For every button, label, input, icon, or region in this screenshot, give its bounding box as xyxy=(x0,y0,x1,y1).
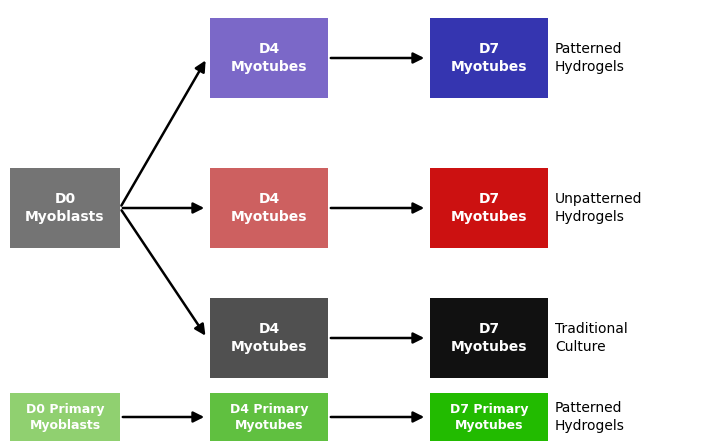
FancyBboxPatch shape xyxy=(210,393,328,441)
FancyBboxPatch shape xyxy=(430,393,548,441)
FancyBboxPatch shape xyxy=(10,393,120,441)
Text: D4
Myotubes: D4 Myotubes xyxy=(230,192,307,224)
Text: D4 Primary
Myotubes: D4 Primary Myotubes xyxy=(230,403,308,432)
Text: Patterned
Hydrogels: Patterned Hydrogels xyxy=(555,42,625,74)
Text: Traditional
Culture: Traditional Culture xyxy=(555,322,627,354)
Text: D7 Primary
Myotubes: D7 Primary Myotubes xyxy=(450,403,528,432)
FancyBboxPatch shape xyxy=(210,18,328,98)
Text: Unpatterned
Hydrogels: Unpatterned Hydrogels xyxy=(555,192,642,224)
Text: D0 Primary
Myoblasts: D0 Primary Myoblasts xyxy=(26,403,104,432)
Text: D7
Myotubes: D7 Myotubes xyxy=(451,322,527,354)
Text: D7
Myotubes: D7 Myotubes xyxy=(451,42,527,74)
Text: D4
Myotubes: D4 Myotubes xyxy=(230,42,307,74)
FancyBboxPatch shape xyxy=(210,168,328,248)
Text: D7
Myotubes: D7 Myotubes xyxy=(451,192,527,224)
FancyBboxPatch shape xyxy=(430,298,548,378)
FancyBboxPatch shape xyxy=(430,168,548,248)
Text: D4
Myotubes: D4 Myotubes xyxy=(230,322,307,354)
Text: Patterned
Hydrogels: Patterned Hydrogels xyxy=(555,401,625,432)
FancyBboxPatch shape xyxy=(210,298,328,378)
FancyBboxPatch shape xyxy=(430,18,548,98)
Text: D0
Myoblasts: D0 Myoblasts xyxy=(26,192,105,224)
FancyBboxPatch shape xyxy=(10,168,120,248)
